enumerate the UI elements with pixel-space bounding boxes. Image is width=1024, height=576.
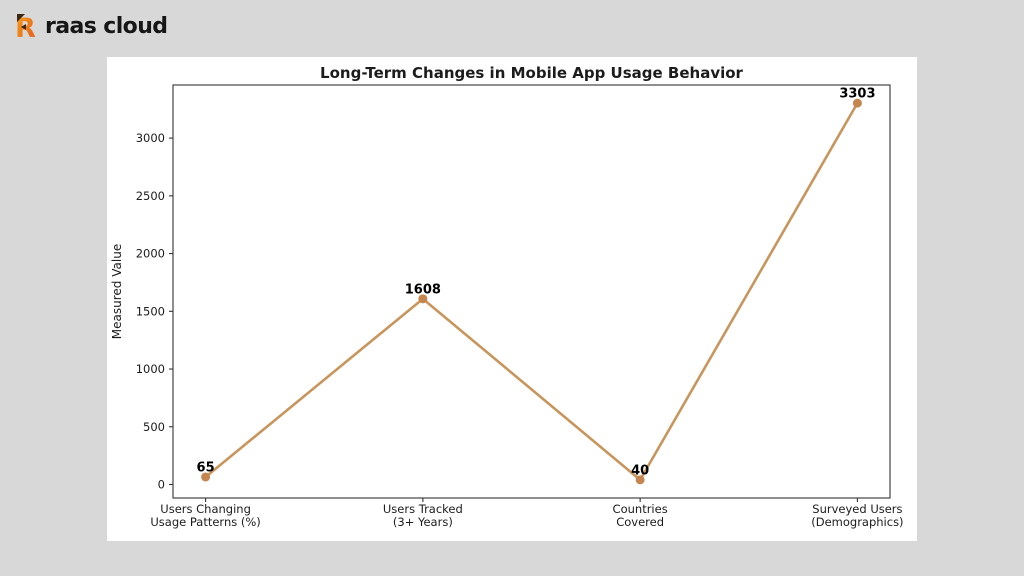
y-tick-label: 1500 [136,304,165,318]
x-tick-label: (3+ Years) [393,515,453,529]
data-point-marker [852,98,862,108]
x-tick-label: Usage Patterns (%) [150,515,260,529]
brand: R raas cloud [13,11,168,41]
y-tick-label: 2500 [136,189,165,203]
y-tick-label: 1000 [136,362,165,376]
data-point-label: 40 [631,463,649,478]
data-point-marker [201,472,211,482]
y-tick-label: 500 [143,420,165,434]
data-point-marker [418,294,428,304]
y-tick-label: 0 [158,477,165,491]
y-axis-label: Measured Value [110,244,124,339]
x-tick-label: Countries [613,502,668,516]
chart-card: Long-Term Changes in Mobile App Usage Be… [107,57,917,541]
logo-accent-mid [21,24,26,30]
x-tick-label: Surveyed Users [812,502,902,516]
data-point-label: 3303 [839,87,875,102]
brand-name: raas cloud [45,13,168,39]
data-point-label: 1608 [405,282,441,297]
data-point-marker [635,475,645,485]
x-tick-label: Users Tracked [383,502,463,516]
raas-cloud-logo-icon: R [15,13,36,41]
chart-title: Long-Term Changes in Mobile App Usage Be… [320,64,744,82]
logo-accent-top [17,14,25,22]
x-tick-label: Covered [616,515,664,529]
series-line [204,101,859,482]
y-tick-label: 2000 [136,247,165,261]
x-tick-label: Users Changing [160,502,251,516]
plot-frame [172,84,891,499]
data-point-label: 65 [197,460,215,475]
x-tick-label: (Demographics) [811,515,903,529]
y-tick-label: 3000 [136,131,165,145]
line-chart: Long-Term Changes in Mobile App Usage Be… [110,64,904,529]
